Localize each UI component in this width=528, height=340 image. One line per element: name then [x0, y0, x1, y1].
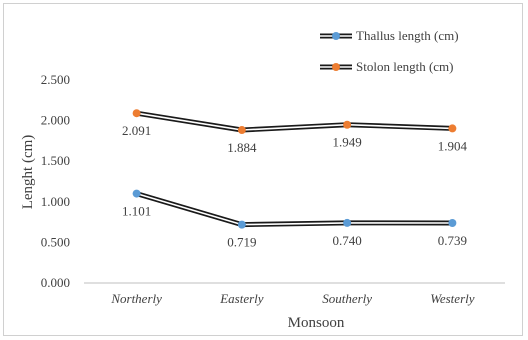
data-labels: 1.101 0.719 0.740 0.739 2.091 1.884 1.949 1.904 [122, 123, 468, 249]
data-label: 0.740 [333, 233, 362, 248]
series-line-outer [135, 191, 453, 228]
data-point [132, 109, 141, 118]
y-tick-label: 1.000 [41, 194, 70, 209]
series-line-inner [136, 192, 453, 226]
series-lines [135, 110, 453, 228]
data-label: 1.949 [333, 135, 362, 150]
y-axis-title: Lenght (cm) [20, 135, 36, 210]
legend-marker [332, 63, 340, 71]
data-label: 0.719 [227, 235, 256, 250]
data-label: 1.884 [227, 140, 257, 155]
data-point [237, 126, 246, 135]
data-point [343, 120, 352, 129]
data-point [448, 124, 457, 133]
legend: Thallus length (cm) Stolon length (cm) [320, 28, 459, 74]
legend-marker [332, 32, 340, 40]
x-tick-label: Southerly [322, 291, 372, 306]
data-point [237, 220, 246, 229]
data-label: 2.091 [122, 123, 151, 138]
y-tick-label: 0.000 [41, 275, 70, 290]
series-line-inner [136, 112, 453, 131]
data-point [448, 218, 457, 227]
y-axis-ticks: 0.000 0.500 1.000 1.500 2.000 2.500 [41, 72, 70, 290]
data-point [343, 218, 352, 227]
x-tick-label: Westerly [430, 291, 475, 306]
y-tick-label: 0.500 [41, 234, 70, 249]
y-tick-label: 1.500 [41, 153, 70, 168]
chart-frame [3, 3, 523, 336]
data-label: 0.739 [438, 233, 467, 248]
y-tick-label: 2.500 [41, 72, 70, 87]
y-tick-label: 2.000 [41, 113, 70, 128]
x-tick-label: Easterly [219, 291, 264, 306]
x-axis-categories: Northerly Easterly Southerly Westerly [110, 291, 474, 306]
data-label: 1.904 [438, 138, 468, 153]
data-label: 1.101 [122, 204, 151, 219]
data-point [132, 189, 141, 198]
x-tick-label: Northerly [110, 291, 162, 306]
legend-label: Stolon length (cm) [356, 59, 454, 74]
x-axis-title: Monsoon [288, 315, 345, 331]
series-points [132, 109, 457, 229]
legend-label: Thallus length (cm) [356, 28, 459, 43]
